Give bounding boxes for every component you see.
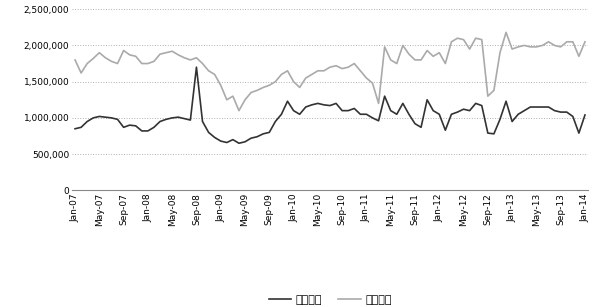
日中復航: [71, 58, 79, 62]
日中復航: [223, 98, 230, 102]
日中往航: [563, 110, 571, 114]
日中往航: [260, 132, 267, 136]
日中往航: [241, 140, 248, 144]
日中復航: [157, 52, 164, 56]
日中復航: [502, 31, 509, 34]
日中往航: [193, 65, 200, 69]
Line: 日中往航: 日中往航: [75, 67, 585, 143]
日中往航: [581, 113, 589, 117]
日中往航: [157, 120, 164, 123]
日中復航: [581, 40, 589, 44]
日中往航: [229, 138, 236, 142]
日中復航: [254, 88, 261, 92]
日中往航: [235, 142, 242, 145]
日中復航: [563, 40, 571, 44]
日中復航: [235, 109, 242, 112]
日中復航: [229, 94, 236, 98]
日中往航: [71, 127, 79, 130]
日中往航: [338, 109, 346, 112]
Line: 日中復航: 日中復航: [75, 33, 585, 111]
Legend: 日中往航, 日中復航: 日中往航, 日中復航: [264, 290, 396, 307]
日中復航: [332, 64, 340, 68]
